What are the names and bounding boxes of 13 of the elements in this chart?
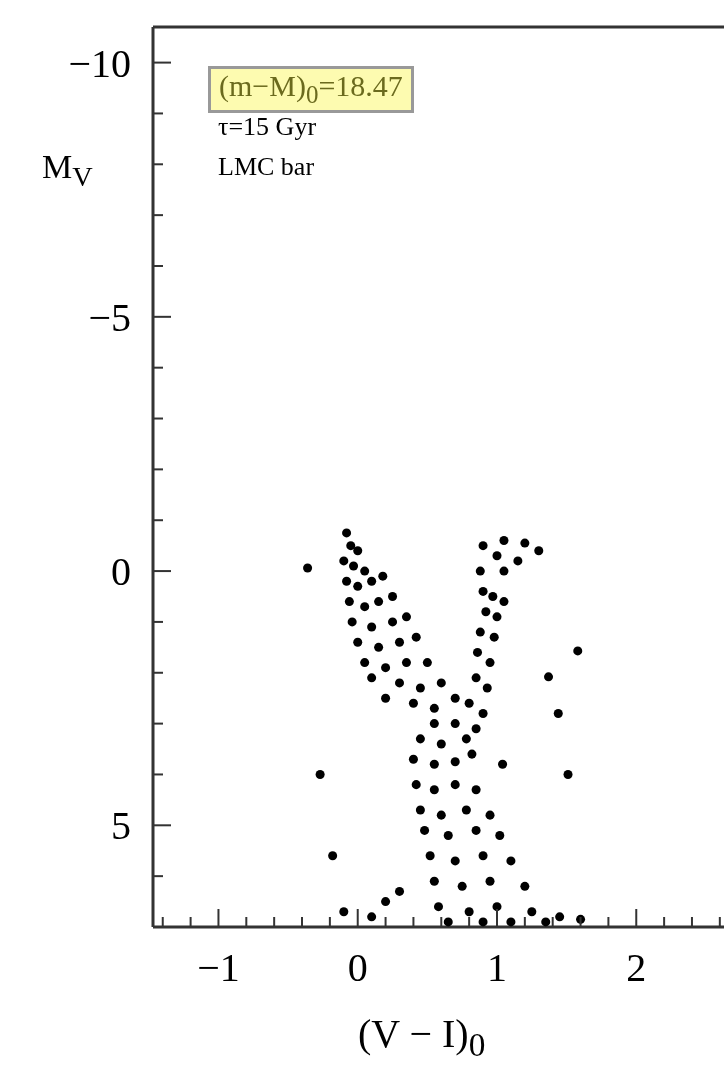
y-tick-label: −10 <box>68 40 131 86</box>
y-axis-title: M$_{V}$ <box>42 148 93 193</box>
y-tick-label: 5 <box>111 803 131 849</box>
x-axis-title: (V − I)$_{0}$ <box>358 1010 486 1064</box>
x-tick-label: 1 <box>486 945 507 990</box>
x-tick-label: −1 <box>197 945 240 990</box>
annotation: (m−M)$_{0}$=18.47 <box>208 66 414 113</box>
annotation: LMC bar <box>218 152 315 182</box>
x-tick-label: 0 <box>347 945 368 990</box>
y-tick-label: 0 <box>111 549 131 595</box>
y-tick-label: −5 <box>88 294 131 340</box>
x-tick-label: 2 <box>626 945 647 990</box>
annotation: τ=15 Gyr <box>218 112 317 142</box>
